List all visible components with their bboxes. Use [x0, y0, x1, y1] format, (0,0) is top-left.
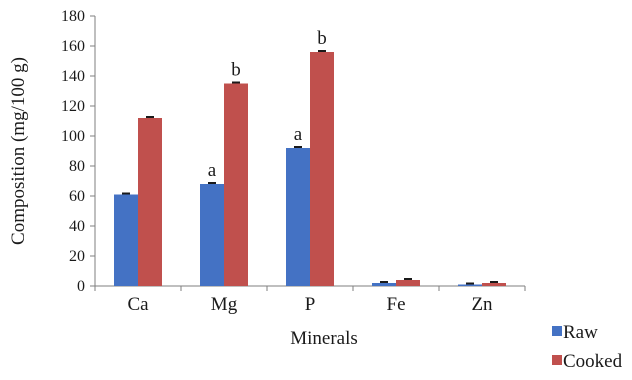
x-category-label: Zn — [471, 294, 493, 315]
significance-letter: a — [294, 124, 303, 145]
significance-labels: a a b b — [208, 28, 327, 181]
significance-letter: b — [231, 60, 241, 81]
bar-raw — [200, 184, 224, 286]
legend-swatch-raw — [552, 326, 562, 336]
y-tick-label: 0 — [77, 278, 85, 295]
bar-cooked — [396, 280, 420, 286]
x-category-label: P — [305, 294, 316, 315]
bar-cooked — [224, 83, 248, 286]
y-tick-label: 80 — [69, 158, 85, 175]
x-axis: Ca Mg P Fe Zn — [94, 285, 526, 315]
y-axis: 0 20 40 60 80 100 120 140 160 180 — [61, 8, 96, 295]
y-tick-label: 160 — [61, 38, 85, 55]
y-tick-label: 140 — [61, 68, 85, 85]
x-category-label: Mg — [211, 294, 238, 315]
x-axis-title: Minerals — [290, 328, 358, 349]
y-tick-label: 120 — [61, 98, 85, 115]
legend-swatch-cooked — [552, 355, 562, 365]
bar-raw — [372, 283, 396, 286]
bar-raw — [286, 148, 310, 286]
x-category-label: Ca — [127, 294, 149, 315]
y-tick-label: 180 — [61, 8, 85, 25]
bars — [114, 50, 506, 286]
y-tick-label: 60 — [69, 188, 85, 205]
y-axis-title: Composition (mg/100 g) — [8, 57, 29, 245]
significance-letter: a — [208, 160, 217, 181]
legend-label-cooked: Cooked — [563, 351, 623, 372]
bar-cooked — [138, 118, 162, 286]
bar-raw — [458, 284, 482, 286]
bar-raw — [114, 194, 138, 286]
legend-label-raw: Raw — [563, 322, 598, 343]
y-tick-label: 20 — [69, 248, 85, 265]
legend: Raw Cooked — [552, 322, 623, 372]
significance-letter: b — [317, 28, 327, 49]
y-tick-label: 40 — [69, 218, 85, 235]
y-tick-label: 100 — [61, 128, 85, 145]
x-category-label: Fe — [387, 294, 406, 315]
bar-cooked — [482, 283, 506, 286]
bar-cooked — [310, 52, 334, 286]
